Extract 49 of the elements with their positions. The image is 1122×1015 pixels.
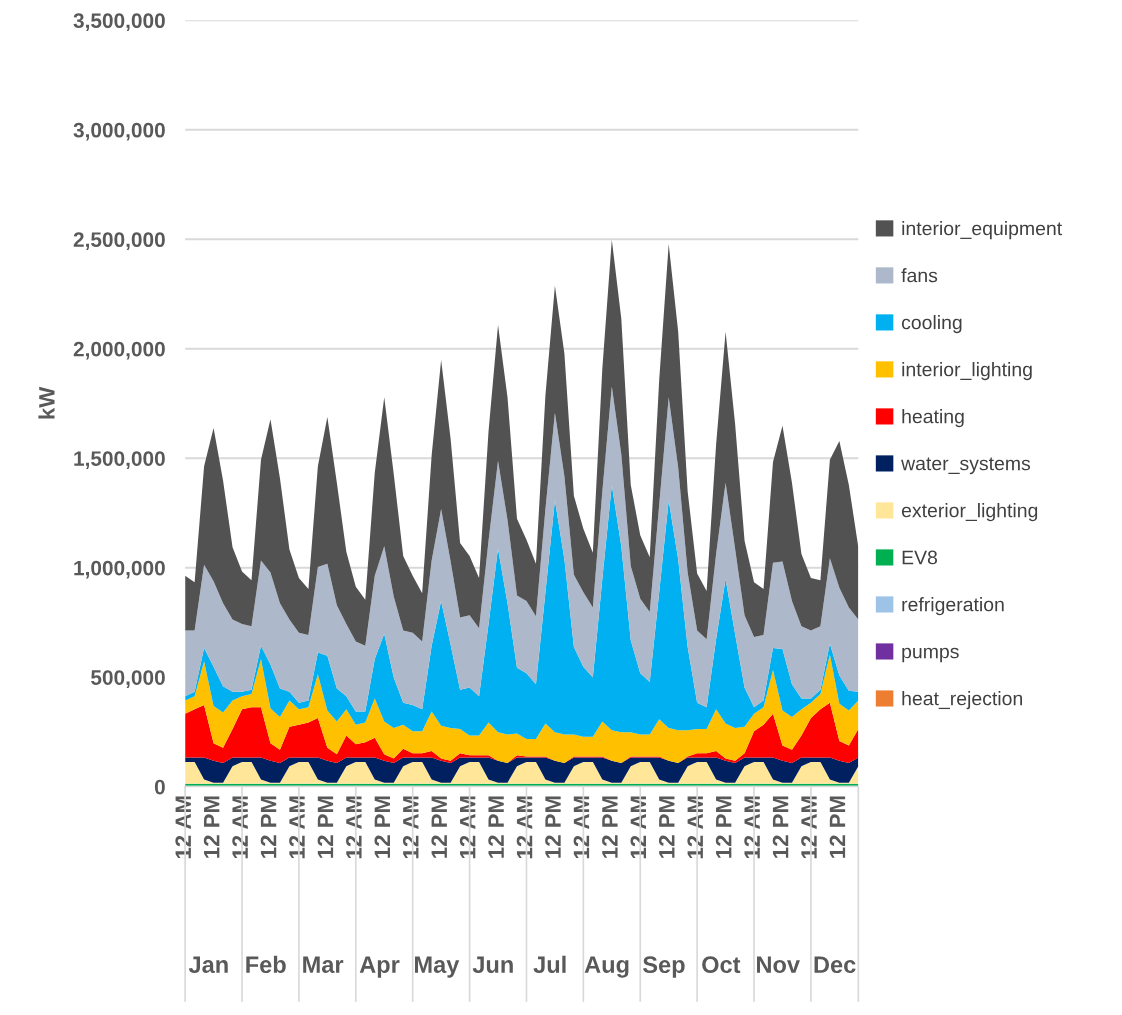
text: May [415,956,460,978]
x-tick-label: 12 AM [289,796,305,859]
x-tick-label: 12 PM [488,796,504,858]
x-tick-label: 12 PM [715,796,732,858]
legend-label: EV8 [902,550,938,565]
y-tick-label: 3,000,000 [73,122,165,141]
x-tick-label: 12 PM [317,796,334,858]
legend-label: heating [902,409,964,428]
x-tick-label: 12 PM [772,796,789,858]
text: Jul [533,955,566,974]
x-tick-label: 12 PM [260,796,277,858]
text: Sep [642,956,685,978]
text: Jun [472,956,513,974]
x-tick-label: 12 PM [829,796,846,858]
y-tick-label: 500,000 [91,670,165,688]
x-tick-label: 12 PM [658,796,675,858]
legend-label: interior_equipment [902,221,1063,240]
x-tick-label: 12 AM [232,796,248,859]
legend-label: exterior_lighting [901,503,1038,522]
legend-label: cooling [901,315,962,334]
x-tick-label: 12 PM [203,796,220,858]
x-tick-label: 12 AM [801,796,817,859]
text: Aug [584,956,629,978]
x-tick-label: 12 PM [374,796,390,858]
text: Apr [359,956,400,978]
x-tick-label: 12 PM [545,796,561,858]
y-tick-label: 3,500,000 [73,13,165,32]
x-tick-label: 12 AM [744,796,760,859]
legend-label: water_systems [901,457,1031,475]
legend-label: heat_rejection [902,691,1022,710]
x-tick-label: 12 PM [602,796,618,858]
text: Oct [702,956,741,974]
x-tick-label: 12 AM [175,796,191,859]
text: Mar [303,956,344,974]
text: Dec [814,956,856,974]
y-axis-title: kW [38,386,55,419]
text: Jan [188,956,228,974]
y-tick-label: 2,500,000 [73,232,165,251]
text: Nov [757,956,800,974]
legend-label: pumps [902,647,959,663]
y-tick-label: 1,500,000 [74,451,165,469]
legend-label: interior_lighting [902,362,1032,381]
legend-label: refrigeration [902,597,1004,616]
y-tick-label: 1,000,000 [74,560,165,579]
legend-label: fans [901,268,938,283]
text: Feb [246,955,286,974]
x-tick-label: 12 PM [431,796,447,858]
y-tick-label: 2,000,000 [73,341,165,360]
y-tick-label: 0 [154,779,165,795]
